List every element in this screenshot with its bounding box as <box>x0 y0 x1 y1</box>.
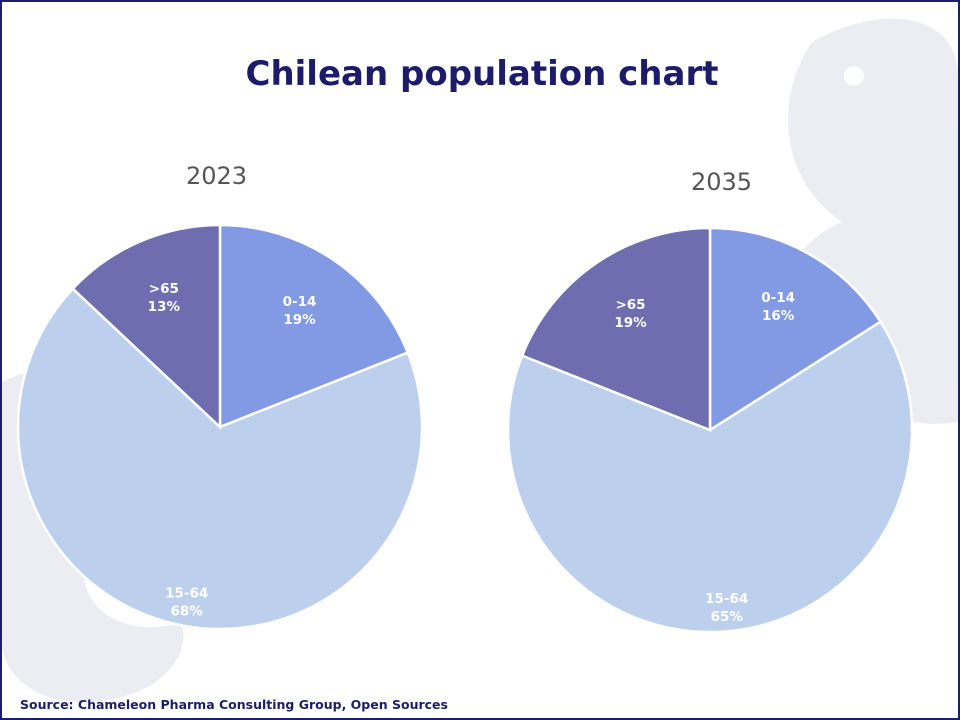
pie-slice-65-2023 <box>70 223 222 430</box>
chart-title-2023: 2023 <box>186 162 248 190</box>
slice-value-label: 19% <box>283 312 316 328</box>
slice-value-label: 16% <box>762 308 795 324</box>
pie-slice-65-2035 <box>520 226 712 432</box>
pie-slice-014-2035 <box>708 226 883 433</box>
source-note: Source: Chameleon Pharma Consulting Grou… <box>20 697 448 712</box>
slice-value-label: 19% <box>614 315 647 331</box>
slice-category-label: >65 <box>615 297 645 313</box>
slice-value-label: 68% <box>171 604 204 620</box>
pie-slice-014-2023 <box>218 223 410 429</box>
slice-value-label: 65% <box>711 609 744 625</box>
slice-category-label: >65 <box>149 281 179 297</box>
slice-value-label: 13% <box>148 299 181 315</box>
slice-category-label: 0-14 <box>283 294 317 310</box>
slice-category-label: 15-64 <box>705 591 748 607</box>
pie-slice-1564-2023 <box>16 286 424 631</box>
chart-title-2035: 2035 <box>691 168 753 196</box>
slice-category-label: 15-64 <box>165 586 208 602</box>
page-title: Chilean population chart <box>245 54 719 94</box>
pie-slice-1564-2035 <box>506 320 914 634</box>
slice-category-label: 0-14 <box>761 290 795 306</box>
